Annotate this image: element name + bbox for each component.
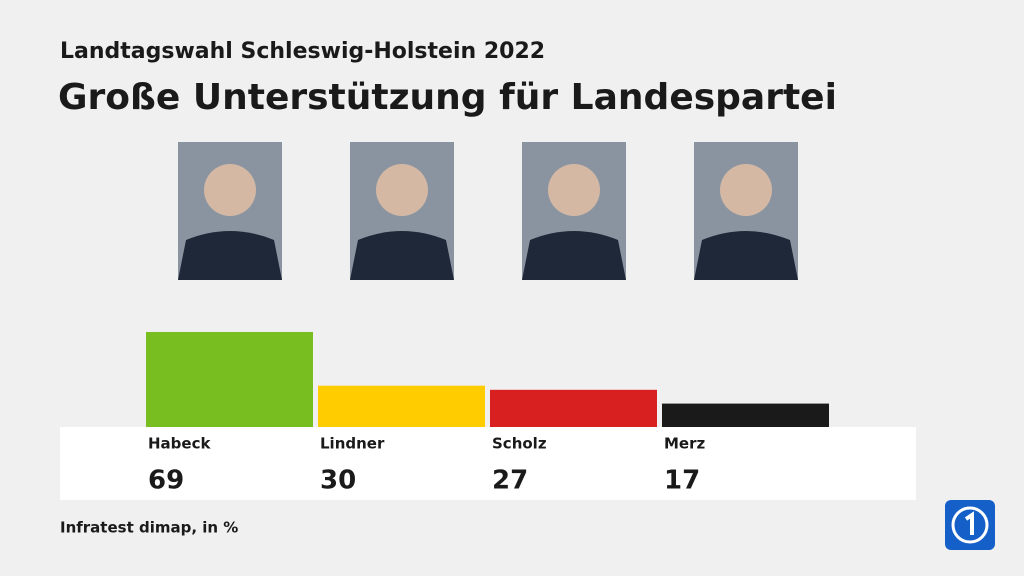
logo-ring — [951, 506, 989, 544]
category-label: Merz — [664, 435, 705, 453]
category-label: Habeck — [148, 435, 211, 453]
chart-subtitle: Landtagswahl Schleswig-Holstein 2022 — [60, 39, 545, 64]
portrait-head — [376, 164, 428, 216]
bar — [146, 331, 313, 427]
bar — [318, 385, 485, 427]
category-label: Lindner — [320, 435, 385, 453]
portrait-body — [178, 231, 282, 280]
value-label: 27 — [492, 466, 528, 496]
portrait-head — [204, 164, 256, 216]
broadcaster-logo — [945, 500, 995, 550]
portrait-body — [350, 231, 454, 280]
portrait-body — [522, 231, 626, 280]
portrait-head — [548, 164, 600, 216]
label-panel — [60, 427, 916, 500]
portrait-body — [694, 231, 798, 280]
chart-title: Große Unterstützung für Landespartei — [58, 77, 837, 118]
portrait-head — [720, 164, 772, 216]
category-label: Scholz — [492, 435, 547, 453]
value-label: 69 — [148, 466, 184, 496]
source-note: Infratest dimap, in % — [60, 519, 238, 537]
logo-numeral — [964, 511, 974, 535]
bar — [662, 403, 829, 427]
value-label: 30 — [320, 466, 356, 496]
bar — [490, 389, 657, 427]
value-label: 17 — [664, 466, 700, 496]
